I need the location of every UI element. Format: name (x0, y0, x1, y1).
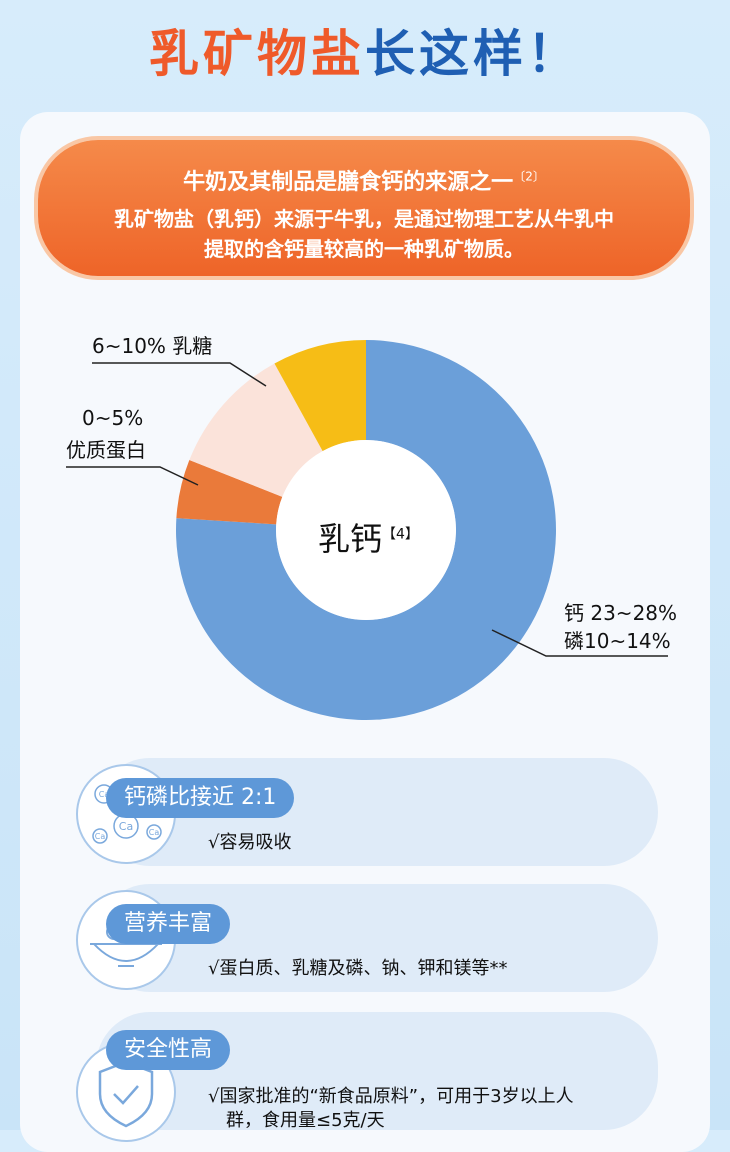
slice-lactose (189, 363, 323, 497)
desc-nutrition: √蛋白质、乳糖及磷、钠、钾和镁等** (208, 958, 508, 979)
pill-safety: 安全性高 (106, 1030, 231, 1070)
banner-headline-text: 牛奶及其制品是膳食钙的来源之一 (183, 170, 514, 195)
label-protein: 优质蛋白 (66, 438, 146, 462)
title-part1: 乳矿物盐 (149, 25, 365, 83)
title-part2: 长这样！ (365, 25, 581, 83)
pill-ratio: 钙磷比接近 2:1 (106, 778, 295, 818)
banner-headline: 牛奶及其制品是膳食钙的来源之一〔2〕 (38, 164, 690, 196)
svg-text:Ca: Ca (149, 828, 160, 837)
leader-line-lactose (92, 362, 267, 387)
desc-safety-line1: √国家批准的“新食品原料”，可用于3岁以上人 (208, 1086, 574, 1107)
desc-ratio: √容易吸收 (208, 832, 292, 853)
label-protein-pct: 0~5% (82, 406, 144, 430)
svg-text:Ca: Ca (99, 790, 110, 799)
donut-hole (276, 440, 456, 620)
banner-body-line2: 提取的含钙量较高的一种乳矿物质。 (204, 237, 524, 261)
pill-nutrition: 营养丰富 (106, 904, 231, 944)
info-banner: 牛奶及其制品是膳食钙的来源之一〔2〕 乳矿物盐（乳钙）来源于牛乳，是通过物理工艺… (38, 140, 690, 276)
leader-line-protein (66, 466, 199, 486)
page-title: 乳矿物盐长这样！ (0, 14, 730, 86)
svg-text:Ca: Ca (95, 832, 106, 841)
svg-text:Ca: Ca (119, 820, 133, 833)
leader-line-calcium (491, 629, 668, 657)
slice-calcium-phosphorus (176, 340, 556, 720)
label-calcium: 钙 23~28% (564, 601, 678, 625)
donut-center-label: 乳钙【4】 (318, 514, 419, 560)
banner-body-line1: 乳矿物盐（乳钙）来源于牛乳，是通过物理工艺从牛乳中 (114, 207, 614, 231)
slice-other (274, 340, 366, 452)
banner-body: 乳矿物盐（乳钙）来源于牛乳，是通过物理工艺从牛乳中 提取的含钙量较高的一种乳矿物… (68, 204, 660, 264)
donut-chart (66, 340, 668, 720)
center-label-ref: 【4】 (382, 526, 419, 543)
desc-safety-line2: 群，食用量≤5克/天 (226, 1110, 385, 1131)
slice-protein (176, 460, 283, 525)
banner-ref: 〔2〕 (513, 169, 545, 184)
center-label-text: 乳钙 (318, 520, 383, 558)
label-phosphorus: 磷10~14% (564, 629, 671, 653)
label-lactose: 6~10% 乳糖 (92, 334, 213, 358)
